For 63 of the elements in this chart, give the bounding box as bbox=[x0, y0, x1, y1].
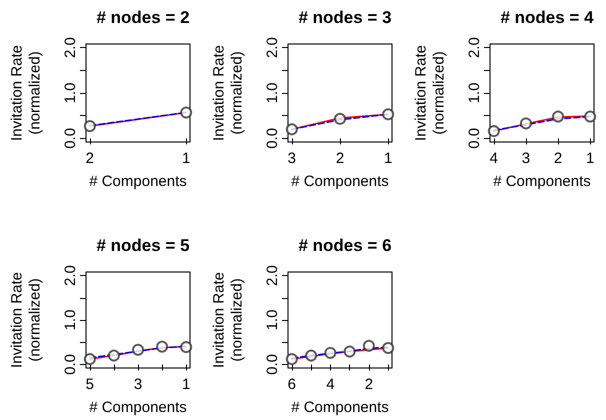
x-tick-label: 1 bbox=[384, 150, 392, 167]
point bbox=[520, 117, 532, 130]
point bbox=[286, 123, 298, 136]
point bbox=[180, 341, 192, 354]
y-tick-label: 0.0 bbox=[264, 354, 281, 375]
y-tick-label: 0.0 bbox=[62, 128, 79, 149]
y-tick-label: 0.0 bbox=[466, 128, 483, 149]
x-axis-title: # Components bbox=[89, 399, 187, 416]
x-tick-label: 6 bbox=[288, 376, 296, 393]
point bbox=[344, 346, 356, 358]
x-tick-label: 5 bbox=[86, 376, 94, 393]
chart-title: # nodes = 4 bbox=[500, 8, 594, 27]
x-axis-title: # Components bbox=[89, 173, 187, 190]
point bbox=[584, 110, 596, 123]
y-tick-label: 1.0 bbox=[264, 310, 281, 330]
y-axis-title: Invitation Rate (normalized) bbox=[8, 272, 44, 368]
x-tick-label: 2 bbox=[554, 150, 562, 167]
point bbox=[488, 125, 500, 138]
y-tick-label: 1.0 bbox=[62, 82, 79, 104]
point bbox=[382, 342, 394, 354]
point bbox=[286, 353, 298, 366]
y-tick-label: 1.0 bbox=[264, 82, 281, 104]
y-tick-label: 2.0 bbox=[264, 265, 281, 286]
y-axis-title: Invitation Rate (normalized) bbox=[8, 45, 44, 141]
x-tick-label: 3 bbox=[288, 150, 296, 167]
chart-title: # nodes = 3 bbox=[298, 8, 392, 27]
x-axis-title: # Components bbox=[291, 399, 389, 416]
chart-title: # nodes = 2 bbox=[96, 8, 190, 27]
x-tick-label: 1 bbox=[586, 150, 594, 167]
y-axis-title: Invitation Rate (normalized) bbox=[210, 272, 246, 368]
chart-title: # nodes = 6 bbox=[298, 236, 392, 255]
x-tick-label: 1 bbox=[182, 376, 190, 393]
x-tick-label: 2 bbox=[86, 150, 94, 167]
x-tick-label: 1 bbox=[182, 150, 190, 167]
y-tick-label: 0.0 bbox=[62, 354, 79, 375]
y-tick-label: 2.0 bbox=[466, 37, 483, 58]
y-tick-label: 1.0 bbox=[62, 310, 79, 330]
chart-title: # nodes = 5 bbox=[96, 236, 190, 255]
x-axis-title: # Components bbox=[291, 173, 389, 190]
x-tick-label: 2 bbox=[336, 150, 344, 167]
point bbox=[156, 340, 168, 353]
x-tick-label: 3 bbox=[134, 376, 142, 393]
point bbox=[362, 340, 375, 352]
x-tick-label: 4 bbox=[326, 376, 335, 393]
point bbox=[382, 108, 394, 120]
point bbox=[552, 110, 564, 123]
point bbox=[334, 112, 346, 125]
x-tick-label: 3 bbox=[522, 150, 530, 167]
point bbox=[324, 346, 336, 359]
y-tick-label: 2.0 bbox=[62, 265, 79, 286]
point bbox=[108, 350, 120, 362]
y-tick-label: 2.0 bbox=[264, 37, 281, 58]
y-tick-label: 1.0 bbox=[466, 82, 483, 104]
point bbox=[305, 350, 318, 362]
point bbox=[84, 353, 96, 366]
y-tick-label: 2.0 bbox=[62, 37, 79, 58]
point bbox=[132, 344, 144, 356]
x-axis-title: # Components bbox=[493, 173, 591, 190]
y-axis-title: Invitation Rate (normalized) bbox=[210, 45, 246, 141]
x-tick-label: 4 bbox=[490, 150, 498, 167]
y-axis-title: Invitation Rate (normalized) bbox=[412, 45, 448, 141]
x-tick-label: 2 bbox=[364, 376, 374, 393]
y-tick-label: 0.0 bbox=[264, 128, 281, 149]
